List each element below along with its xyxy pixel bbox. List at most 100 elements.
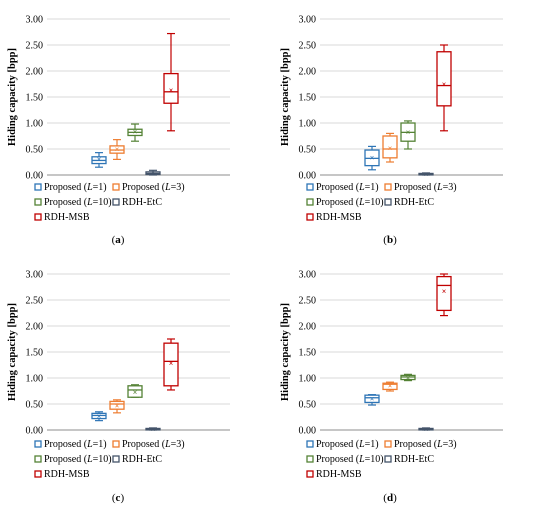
- legend-label: RDH-EtC: [394, 197, 434, 208]
- legend-swatch: [306, 455, 314, 463]
- box-2: ×: [109, 399, 125, 414]
- legend-item-2: Proposed (L=3): [384, 182, 457, 193]
- y-tick-label: 2.50: [299, 41, 317, 52]
- chart-panel-2: 0.00 0.50 1.00 1.50 2.00 2.50 3.00 Hiding capac…: [280, 15, 503, 246]
- legend-swatch: [384, 183, 392, 191]
- box-3: ×: [127, 384, 143, 398]
- legend-swatch: [34, 183, 42, 191]
- box-5: ×: [436, 44, 452, 132]
- legend-item-1: Proposed (L=1): [306, 182, 379, 193]
- box-3: ×: [127, 123, 143, 142]
- mean-marker: ×: [169, 359, 174, 368]
- y-tick-label: 0.50: [26, 145, 44, 156]
- y-tick-label: 0.50: [26, 400, 44, 411]
- box-iqr: [163, 72, 179, 104]
- box-2: ×: [382, 132, 398, 163]
- y-tick-label: 0.50: [299, 145, 317, 156]
- y-tick-label: 0.50: [299, 400, 317, 411]
- box-iqr: [364, 394, 380, 404]
- box-iqr: [382, 135, 398, 159]
- box-5: ×: [163, 338, 179, 391]
- y-tick-label: 0.00: [299, 426, 317, 437]
- y-tick-label: 0.00: [26, 426, 44, 437]
- legend-item-4: RDH-EtC: [384, 454, 434, 465]
- box-4: ×: [418, 170, 434, 179]
- y-tick-label: 0.00: [299, 171, 317, 182]
- legend: Proposed (L=1) Proposed (L=3) Proposed (L=…: [306, 439, 457, 480]
- y-tick-label: 1.50: [299, 348, 317, 359]
- legend-swatch: [34, 213, 42, 221]
- legend-swatch: [112, 440, 120, 448]
- legend-label: RDH-EtC: [122, 197, 162, 208]
- legend-label: RDH-MSB: [44, 212, 90, 223]
- legend-item-2: Proposed (L=3): [112, 439, 185, 450]
- box-iqr: [127, 385, 143, 398]
- legend-swatch: [384, 455, 392, 463]
- box-1: ×: [91, 152, 107, 168]
- box-4: ×: [145, 169, 161, 178]
- y-tick-label: 1.00: [299, 374, 317, 385]
- y-tick-label: 2.50: [26, 296, 44, 307]
- legend-swatch: [306, 470, 314, 478]
- legend-label: Proposed (L=10): [316, 197, 384, 208]
- box-iqr: [163, 342, 179, 387]
- legend-label: RDH-EtC: [122, 454, 162, 465]
- legend-swatch: [34, 440, 42, 448]
- y-tick-label: 2.50: [26, 41, 44, 52]
- legend-swatch: [306, 440, 314, 448]
- panel-caption: (d): [383, 492, 397, 504]
- mean-marker: ×: [406, 373, 411, 382]
- legend-label: Proposed (L=1): [316, 182, 379, 193]
- legend-label: RDH-MSB: [44, 469, 90, 480]
- legend: Proposed (L=1) Proposed (L=3) Proposed (L=…: [34, 439, 185, 480]
- legend-label: Proposed (L=10): [44, 454, 112, 465]
- legend-item-4: RDH-EtC: [112, 454, 162, 465]
- y-tick-label: 0.00: [26, 171, 44, 182]
- mean-marker: ×: [151, 425, 156, 434]
- chart-panel-4: 0.00 0.50 1.00 1.50 2.00 2.50 3.00 Hiding capac…: [280, 270, 503, 504]
- mean-marker: ×: [151, 169, 156, 178]
- box-1: ×: [364, 394, 380, 406]
- mean-marker: ×: [388, 382, 393, 391]
- legend-label: Proposed (L=1): [44, 439, 107, 450]
- legend-item-5: RDH-MSB: [306, 212, 362, 223]
- legend-label: Proposed (L=1): [316, 439, 379, 450]
- mean-marker: ×: [442, 287, 447, 296]
- box-iqr: [436, 51, 452, 107]
- y-tick-label: 1.00: [26, 374, 44, 385]
- legend-item-1: Proposed (L=1): [306, 439, 379, 450]
- box-iqr: [109, 400, 125, 410]
- mean-marker: ×: [97, 412, 102, 421]
- box-2: ×: [382, 381, 398, 392]
- legend-swatch: [306, 213, 314, 221]
- box-1: ×: [91, 411, 107, 422]
- box-3: ×: [400, 373, 416, 382]
- mean-marker: ×: [388, 144, 393, 153]
- legend-swatch: [384, 198, 392, 206]
- legend-item-3: Proposed (L=10): [34, 454, 112, 465]
- legend-label: RDH-EtC: [394, 454, 434, 465]
- panel-caption: (c): [112, 492, 125, 504]
- box-1: ×: [364, 145, 380, 171]
- y-tick-label: 1.00: [299, 119, 317, 130]
- legend-label: Proposed (L=1): [44, 182, 107, 193]
- y-axis-label: Hiding capacity [bpp]: [7, 48, 18, 146]
- mean-marker: ×: [133, 128, 138, 137]
- mean-marker: ×: [169, 86, 174, 95]
- mean-marker: ×: [115, 401, 120, 410]
- legend-swatch: [112, 198, 120, 206]
- y-tick-label: 2.00: [26, 322, 44, 333]
- y-tick-label: 2.00: [26, 67, 44, 78]
- y-tick-label: 1.50: [299, 93, 317, 104]
- legend-item-2: Proposed (L=3): [112, 182, 185, 193]
- panel-caption: (a): [112, 234, 125, 246]
- mean-marker: ×: [442, 80, 447, 89]
- mean-marker: ×: [424, 170, 429, 179]
- legend-label: Proposed (L=3): [394, 182, 457, 193]
- legend-swatch: [112, 455, 120, 463]
- legend-item-3: Proposed (L=10): [306, 454, 384, 465]
- y-tick-label: 1.50: [26, 348, 44, 359]
- mean-marker: ×: [115, 145, 120, 154]
- legend-label: Proposed (L=3): [394, 439, 457, 450]
